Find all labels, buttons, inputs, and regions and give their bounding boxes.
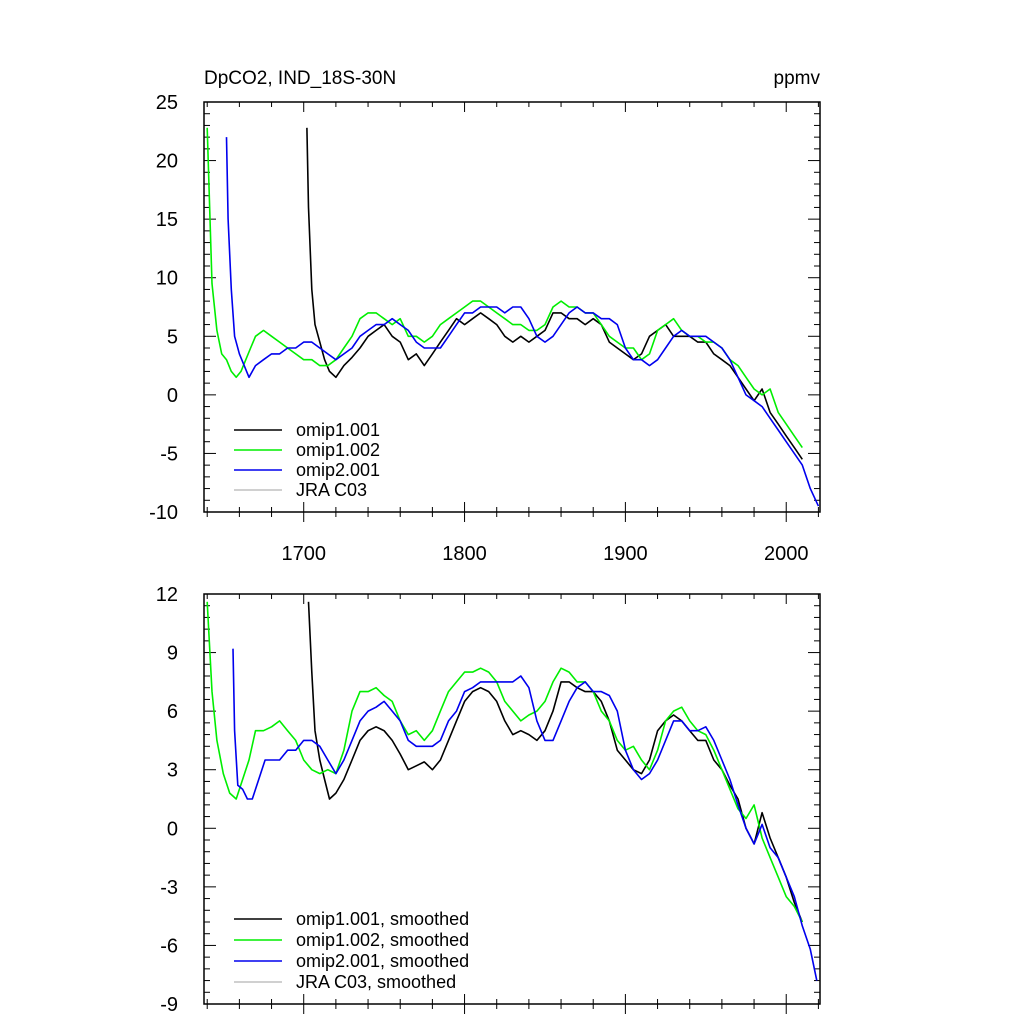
x-tick-label: 1800 <box>442 543 487 565</box>
y-tick-label: 10 <box>156 268 178 290</box>
plot-frame <box>203 101 821 513</box>
chart-units: ppmv <box>774 68 821 89</box>
legend-entry-3: JRA C03, smoothed <box>296 972 456 992</box>
axis-ticks: 1700 1800 1900 2000 -10 -5 0 5 10 15 20 25 <box>149 92 820 565</box>
legend-entry-3: JRA C03 <box>296 480 367 500</box>
x-tick-label: 1900 <box>603 543 648 565</box>
y-tick-label: -3 <box>160 877 178 899</box>
y-tick-label: 15 <box>156 209 178 231</box>
y-tick-label: 12 <box>156 584 178 606</box>
plot-frame <box>203 593 821 1005</box>
legend-entry-2: omip2.001, smoothed <box>296 951 469 971</box>
series-line-2 <box>225 137 820 507</box>
legend-entry-0: omip1.001, smoothed <box>296 909 469 929</box>
chart-bottom: -9 -6 -3 0 3 6 9 12 omip1.001, smoothed omip1.0… <box>156 584 821 1016</box>
y-tick-label: 20 <box>156 151 178 173</box>
y-tick-label: 6 <box>167 701 178 723</box>
series-line-2 <box>232 648 818 981</box>
series-group <box>206 127 820 507</box>
y-tick-label: 9 <box>167 643 178 665</box>
legend-entry-1: omip1.002 <box>296 440 380 460</box>
y-tick-label: -6 <box>160 935 178 957</box>
legend-entry-1: omip1.002, smoothed <box>296 930 469 950</box>
y-tick-label: -10 <box>149 502 178 524</box>
series-line-0 <box>307 601 804 923</box>
series-line-1 <box>206 601 804 923</box>
y-tick-label: 3 <box>167 760 178 782</box>
y-tick-label: 0 <box>167 818 178 840</box>
x-tick-label: 1700 <box>281 543 326 565</box>
legend-entry-0: omip1.001 <box>296 420 380 440</box>
chart-top: DpCO2, IND_18S-30N ppmv 1700 1800 1900 2000… <box>149 68 821 565</box>
series-group <box>206 601 818 981</box>
series-line-1 <box>206 127 803 449</box>
y-tick-label: 5 <box>167 326 178 348</box>
y-tick-label: 0 <box>167 385 178 407</box>
series-line-0 <box>306 127 803 460</box>
legend-entry-2: omip2.001 <box>296 460 380 480</box>
y-tick-label: -5 <box>160 443 178 465</box>
axis-ticks: -9 -6 -3 0 3 6 9 12 <box>156 584 820 1016</box>
chart-title: DpCO2, IND_18S-30N <box>204 68 396 89</box>
legend: omip1.001, smoothed omip1.002, smoothed … <box>234 909 469 992</box>
y-tick-label: 25 <box>156 92 178 114</box>
x-tick-label: 2000 <box>764 543 809 565</box>
legend: omip1.001 omip1.002 omip2.001 JRA C03 <box>234 420 380 500</box>
y-tick-label: -9 <box>160 994 178 1016</box>
